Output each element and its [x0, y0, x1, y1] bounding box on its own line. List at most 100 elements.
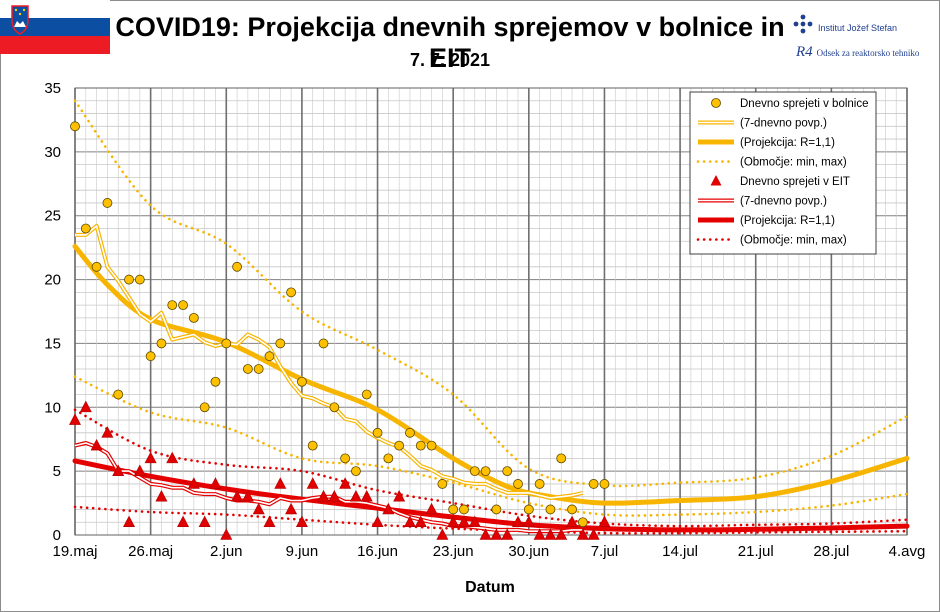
hospital-data-point — [124, 274, 134, 285]
institute-name: Institut Jožef Stefan — [818, 23, 898, 33]
legend-label: (7-dnevno povp.) — [740, 196, 827, 208]
hospital-data-point — [156, 338, 167, 349]
icu-data-point — [263, 515, 276, 528]
department-name: Odsek za reaktorsko tehniko — [816, 48, 920, 58]
hospital-data-point — [145, 351, 156, 362]
icu-data-point — [360, 490, 373, 502]
hospital-data-point — [91, 261, 102, 272]
x-axis: 19.maj 26.maj 2.jun 9.jun 16.jun 23.jun 30.jun… — [52, 543, 925, 560]
chart-title: COVID19: Projekcija dnevnih sprejemov v … — [115, 12, 785, 73]
icu-data-point — [90, 438, 103, 451]
legend-label: (Projekcija: R=1,1) — [740, 137, 835, 149]
hospital-data-point — [253, 364, 264, 374]
icu-data-point — [252, 502, 265, 515]
icu-range-max-line — [73, 408, 909, 528]
hospital-data-point — [275, 338, 286, 349]
legend-marker-triangle — [710, 175, 722, 186]
x-tick-label: 2.jun — [210, 543, 243, 560]
hospital-data-point — [199, 402, 210, 413]
x-tick-label: 4.avg — [889, 543, 926, 560]
hospital-data-point — [588, 479, 599, 489]
flag-red-stripe — [0, 36, 110, 54]
icu-data-point — [339, 477, 352, 489]
hospital-data-point — [286, 287, 297, 298]
hospital-data-point — [297, 376, 307, 387]
hospital-range-max-line — [73, 99, 909, 488]
y-tick-label: 5 — [53, 463, 61, 480]
hospital-data-point — [351, 466, 361, 477]
hospital-projection-line — [72, 243, 910, 506]
x-tick-label: 19.maj — [52, 543, 97, 560]
icu-data-point — [533, 528, 546, 540]
icu-data-point — [393, 490, 406, 502]
icu-data-point — [317, 490, 330, 502]
flag-coat-of-arms-icon — [11, 5, 29, 35]
plot-border — [74, 87, 908, 536]
icu-data-point — [490, 528, 503, 540]
slovenia-flag — [0, 0, 110, 54]
hospital-data-point — [394, 440, 405, 451]
department-logo: R4 Odsek za reaktorsko tehniko — [796, 44, 919, 61]
icu-data-point — [274, 477, 287, 489]
x-tick-label: 28.jul — [813, 543, 849, 560]
hospital-data-point — [448, 504, 459, 515]
hospital-data-point — [567, 504, 577, 515]
hospital-data-point — [577, 517, 588, 528]
hospital-data-point — [556, 453, 567, 464]
hospital-data-point — [599, 479, 610, 489]
hospital-avg-line-inner — [75, 225, 583, 499]
icu-data-point — [328, 490, 341, 502]
icu-data-point — [306, 477, 319, 489]
hospital-data-point — [502, 466, 513, 477]
chart-subtitle: 7. 7. 2021 — [409, 50, 491, 70]
ijs-logo-icon — [793, 14, 813, 34]
y-tick-label: 10 — [44, 399, 61, 416]
hospital-data-point — [405, 427, 415, 438]
icu-data-point — [576, 528, 589, 540]
legend-label: Dnevno sprejeti v bolnice — [740, 98, 869, 110]
icu-data-point — [371, 515, 384, 528]
hospital-data-point — [264, 351, 275, 362]
icu-data-point — [414, 515, 427, 528]
hospital-data-point — [329, 402, 340, 413]
legend-label: Dnevno sprejeti v EIT — [740, 176, 850, 188]
legend: Dnevno sprejeti v bolnice (7-dnevno povp.… — [689, 91, 877, 255]
legend-label: (Projekcija: R=1,1) — [740, 215, 835, 227]
hospital-data-point — [113, 389, 124, 400]
x-tick-label: 30.jun — [508, 543, 549, 560]
icu-data-point — [79, 400, 92, 413]
y-tick-label: 35 — [44, 80, 61, 97]
x-tick-label: 9.jun — [286, 543, 319, 560]
hospital-data-point — [361, 389, 372, 400]
hospital-data-point — [134, 274, 145, 285]
icu-data-point — [241, 490, 254, 502]
hospital-data-point — [523, 504, 534, 515]
icu-data-point — [209, 477, 222, 489]
icu-data-point — [457, 515, 470, 528]
hospital-data-point — [340, 453, 351, 464]
icu-data-point — [112, 464, 125, 476]
hospital-data-point — [415, 440, 426, 451]
y-tick-label: 0 — [53, 527, 61, 544]
hospital-data-point — [307, 440, 318, 451]
hospital-data-point — [178, 300, 188, 311]
icu-range-min-line — [73, 505, 909, 535]
icu-data-point — [198, 515, 211, 528]
hospital-data-point — [437, 479, 448, 489]
hospital-data-point — [480, 466, 491, 477]
icu-data-point — [512, 515, 525, 528]
department-mark: R4 — [796, 44, 813, 60]
icu-data-point — [566, 515, 579, 528]
icu-data-point — [436, 528, 449, 540]
x-tick-label: 26.maj — [128, 543, 173, 560]
icu-data-point — [285, 502, 298, 515]
legend-label: (7-dnevno povp.) — [740, 118, 827, 130]
icu-data-point — [123, 515, 136, 528]
hospital-data-point — [383, 453, 394, 464]
x-axis-title: Datum — [465, 579, 515, 596]
y-tick-label: 25 — [44, 208, 61, 225]
hospital-data-point — [318, 338, 329, 349]
hospital-data-point — [80, 223, 91, 234]
hospital-data-point — [242, 364, 253, 374]
